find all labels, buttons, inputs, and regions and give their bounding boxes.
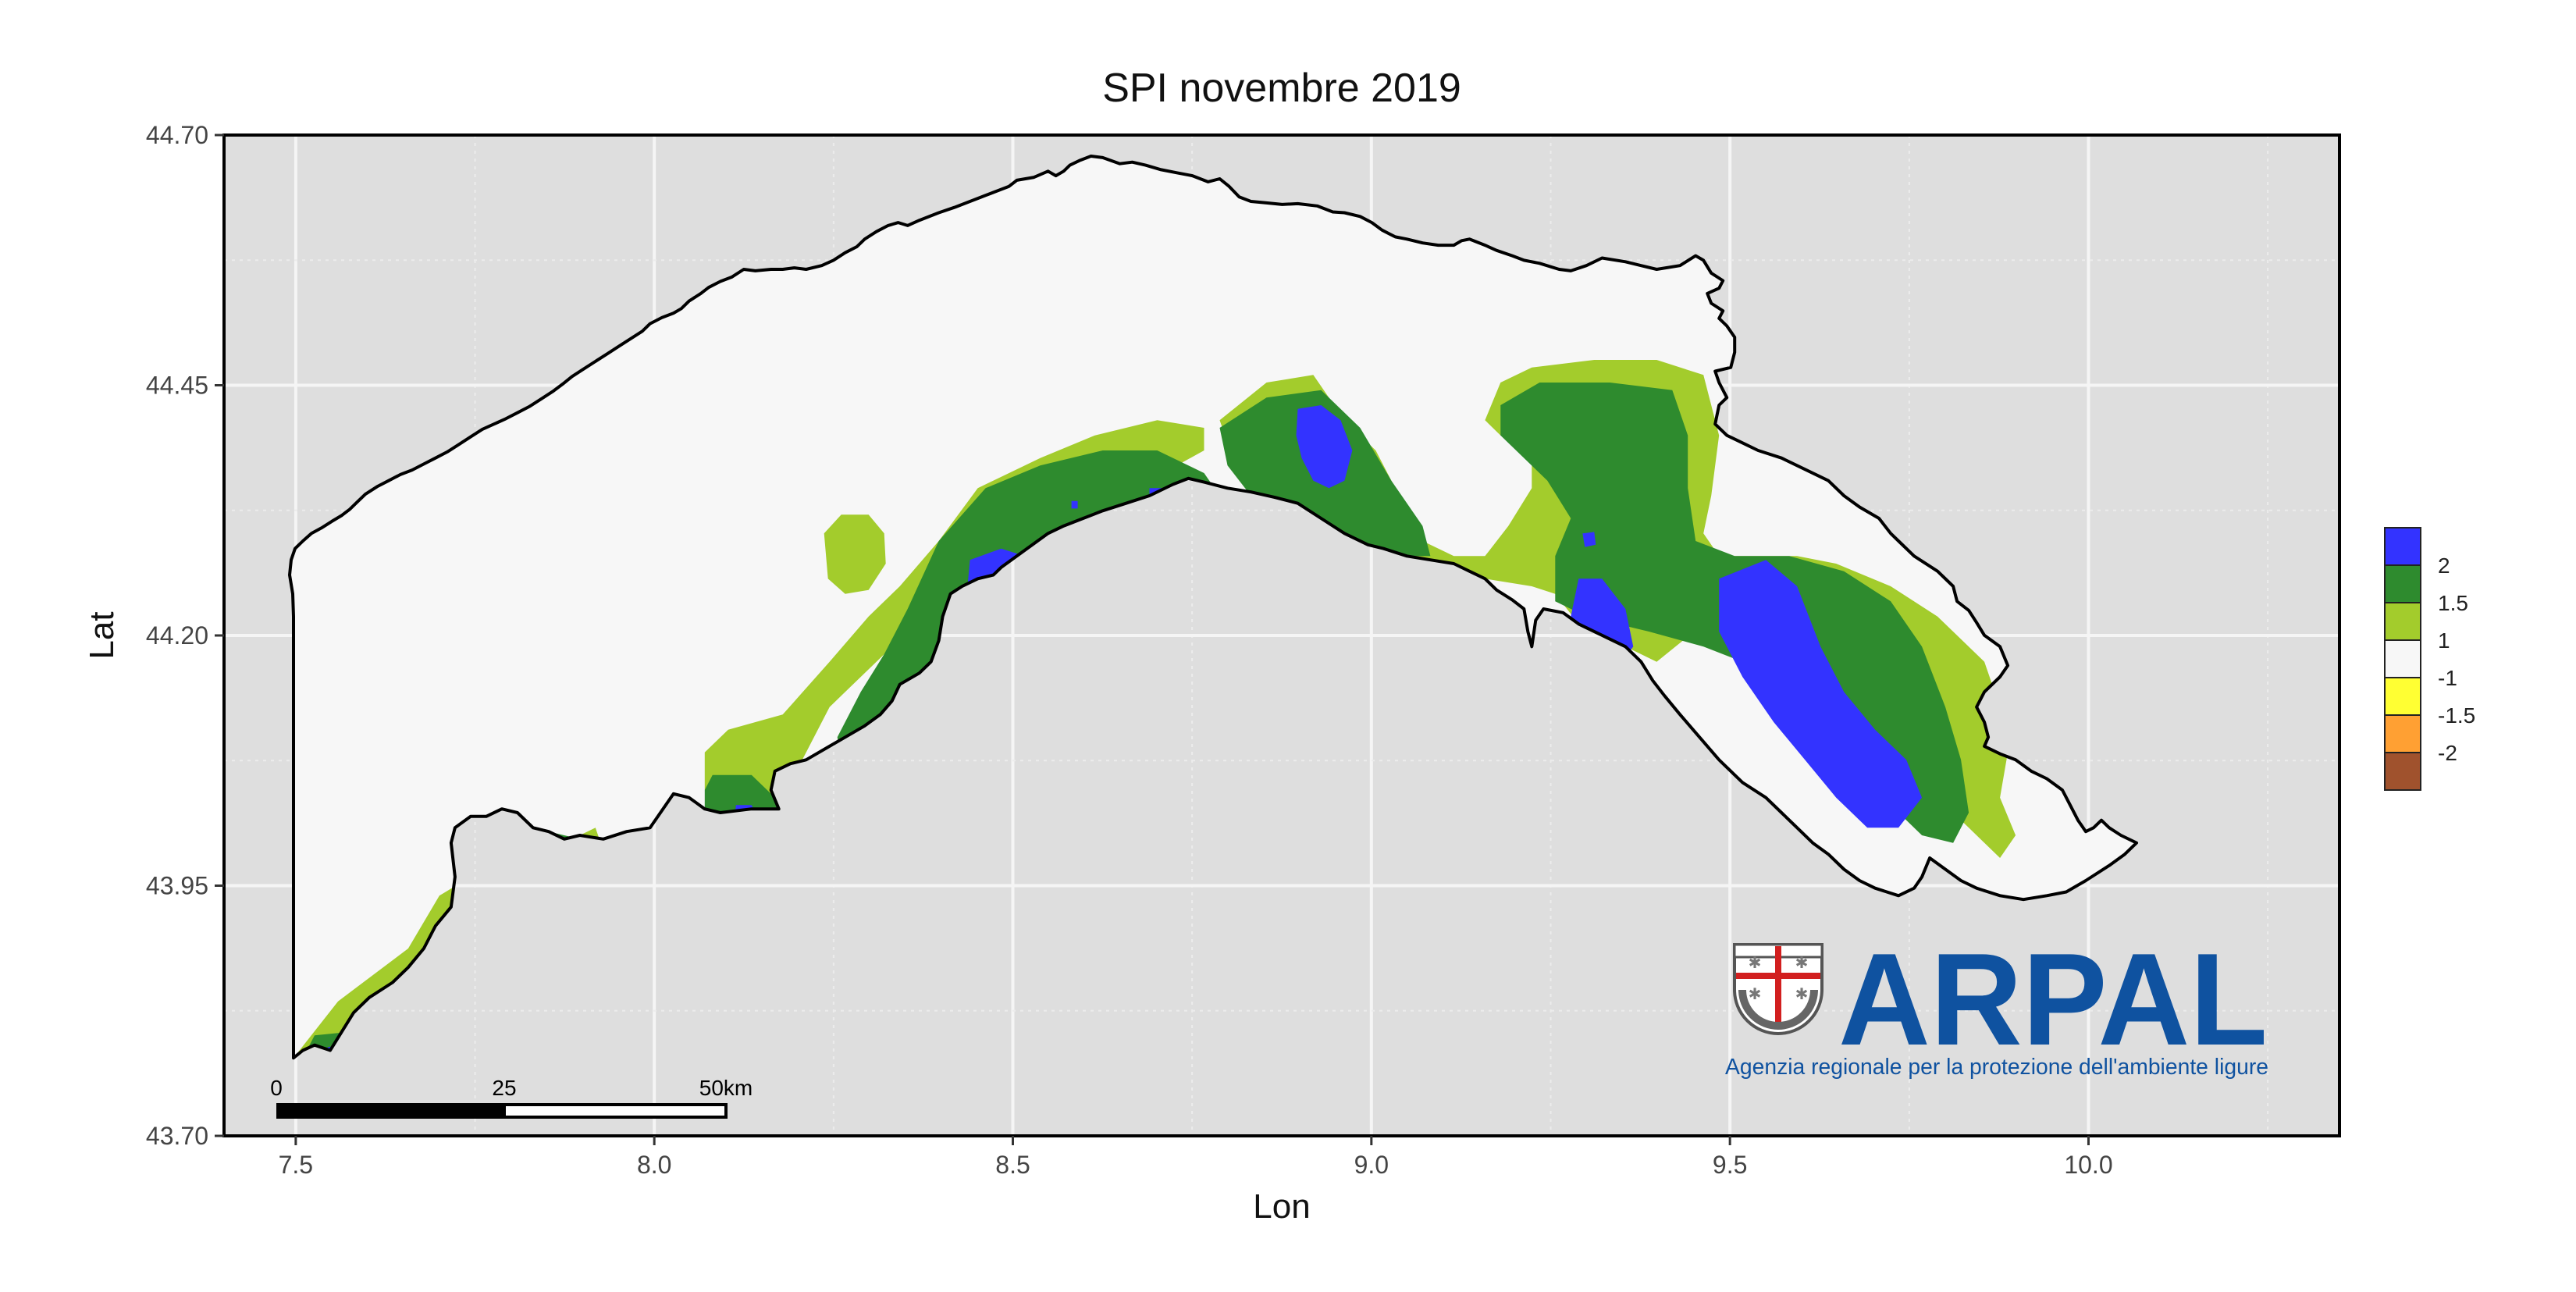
scale-bar-black-segment [276,1103,504,1119]
legend-swatch [2384,564,2421,603]
x-tick-label: 10.0 [2064,1151,2112,1179]
legend-swatch [2384,714,2421,753]
svg-text:✱: ✱ [1749,955,1762,972]
legend-label: 2 [2438,553,2450,578]
x-tick-label: 9.0 [1354,1151,1389,1179]
logo-wordmark: ARPAL [1838,926,2268,1073]
scale-label-0: 0 [270,1076,283,1100]
region-outline [288,155,2138,1060]
x-tick-label: 9.5 [1713,1151,1747,1179]
scale-label-25: 25 [492,1076,516,1100]
legend-label: 1 [2438,628,2450,653]
svg-text:✱: ✱ [1795,986,1809,1003]
y-tick-label: 44.70 [146,121,208,149]
legend: 2 1.5 1 -1 -1.5 -2 [2384,527,2475,791]
y-axis-label: Lat [83,611,121,659]
y-tick-label: 43.95 [146,872,208,900]
legend-swatch [2384,527,2421,566]
logo-subtitle: Agenzia regionale per la protezione dell… [1725,1055,2268,1080]
map-title: SPI novembre 2019 [1102,66,1461,111]
field-blue-10 [1582,532,1596,547]
x-tick-label: 7.5 [279,1151,313,1179]
y-tick-label: 44.45 [146,372,208,400]
x-tick-label: 8.0 [637,1151,671,1179]
svg-text:✱: ✱ [1795,955,1809,972]
liguria-shield-icon: ✱ ✱ ✱ ✱ [1733,943,1823,1035]
legend-swatch [2384,752,2421,791]
x-axis-label: Lon [1253,1187,1310,1226]
legend-label: 1.5 [2438,591,2468,615]
scale-label-50km: 50km [699,1076,753,1100]
legend-label: -1 [2438,666,2457,690]
legend-swatch [2384,602,2421,641]
field-light-green-3 [824,514,886,594]
legend-swatch [2384,639,2421,678]
scale-bar: 0 25 50km [270,1076,753,1119]
legend-label: -2 [2438,741,2457,765]
scale-bar-white-segment [503,1103,728,1119]
field-blue-11 [1071,500,1078,509]
x-tick-label: 8.5 [995,1151,1030,1179]
y-tick-label: 44.20 [146,621,208,650]
arpal-logo: ✱ ✱ ✱ ✱ ARPAL Agenzia regionale per la p… [1725,926,2268,1080]
svg-text:✱: ✱ [1749,986,1762,1003]
axes: 7.5 8.0 8.5 9.0 9.5 10.0 43.70 43.95 44.20 44.45 4… [146,121,2113,1179]
legend-swatch [2384,677,2421,716]
field-blue-7 [1719,560,1923,828]
y-tick-label: 43.70 [146,1122,208,1150]
legend-label: -1.5 [2438,703,2475,728]
field-blue-1 [1296,405,1353,489]
